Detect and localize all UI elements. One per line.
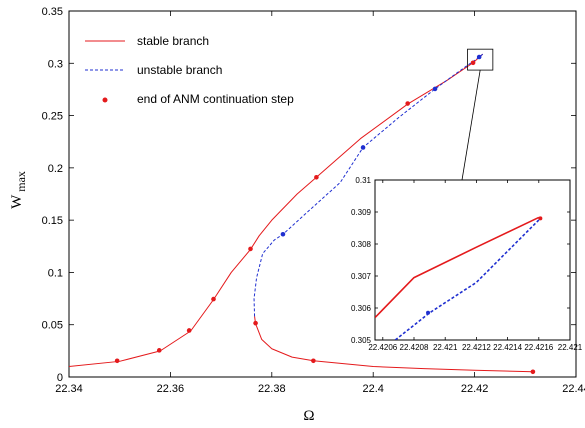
- main-stable-step-point: [470, 60, 476, 66]
- inset-x-tick-label: 22.421: [558, 343, 583, 352]
- main-stable-step-point: [186, 328, 192, 333]
- main-y-tick-label: 0: [57, 372, 63, 384]
- inset-x-tick-label: 22.4206: [368, 343, 397, 352]
- inset-plot: 22.4206 22.4208 22.421 22.4212 22.4214 22.421…: [351, 176, 583, 352]
- main-series-line-0: [69, 53, 484, 368]
- inset-y-tick-label: 0.309: [351, 208, 372, 217]
- main-stable-step-point: [311, 358, 316, 364]
- inset-series-line-1: [394, 219, 540, 340]
- main-x-tick-label: 22.38: [258, 383, 286, 395]
- legend: stable branch unstable branch end of ANM c…: [85, 34, 294, 106]
- inset-y-tick-label: 0.31: [355, 176, 371, 185]
- main-x-tick-label: 22.4: [362, 383, 383, 395]
- main-stable-step-point: [253, 320, 258, 326]
- main-unstable-step-point: [280, 231, 286, 237]
- main-series-line-2: [253, 53, 484, 317]
- main-stable-step-point: [211, 296, 216, 302]
- main-unstable-step-point: [476, 54, 482, 60]
- legend-label: unstable branch: [137, 63, 222, 77]
- main-x-tick-label: 22.36: [157, 383, 185, 395]
- main-stable-step-point: [114, 358, 120, 364]
- inset-unstable-step-point: [426, 310, 431, 315]
- legend-label: stable branch: [137, 34, 209, 48]
- legend-swatch-point: [102, 97, 108, 103]
- main-x-tick-label: 22.44: [562, 383, 585, 395]
- main-stable-step-point: [156, 348, 162, 353]
- inset-stable-step-point: [538, 216, 543, 221]
- y-axis-label-main: W: [9, 194, 25, 209]
- inset-x-tick-label: 22.4214: [493, 343, 522, 352]
- main-y-tick-label: 0.15: [42, 215, 63, 227]
- main-x-tick-label: 22.34: [55, 383, 83, 395]
- y-axis-label-sub: max: [14, 171, 28, 192]
- inset-y-tick-label: 0.306: [351, 304, 372, 313]
- main-y-tick-label: 0.05: [42, 320, 63, 332]
- legend-label: end of ANM continuation step: [137, 92, 294, 106]
- svg-text:Wmax: Wmax: [9, 171, 28, 209]
- x-axis-label: Ω: [303, 408, 314, 424]
- inset-series-line-0: [375, 216, 540, 319]
- main-stable-step-point: [405, 101, 410, 106]
- main-y-tick-label: 0.1: [48, 267, 63, 279]
- inset-y-tick-label: 0.308: [351, 240, 372, 249]
- inset-plot-frame: [374, 179, 571, 341]
- main-stable-step-point: [530, 369, 536, 375]
- main-y-tick-label: 0.2: [48, 163, 63, 175]
- main-stable-step-point: [314, 174, 319, 180]
- inset-y-tick-label: 0.307: [351, 272, 372, 281]
- main-x-tick-label: 22.42: [461, 383, 489, 395]
- y-axis-label: Wmax: [9, 171, 28, 209]
- inset-x-tick-label: 22.421: [433, 343, 458, 352]
- main-series-line-1: [254, 316, 533, 373]
- main-unstable-step-point: [432, 86, 438, 92]
- main-unstable-step-point: [360, 145, 366, 150]
- zoom-connector: [461, 70, 481, 181]
- inset-x-tick-label: 22.4208: [400, 343, 429, 352]
- inset-x-tick-label: 22.4212: [462, 343, 491, 352]
- main-y-tick-label: 0.35: [42, 6, 63, 18]
- inset-x-tick-label: 22.4216: [524, 343, 553, 352]
- main-y-tick-label: 0.3: [48, 58, 63, 70]
- main-stable-step-point: [248, 246, 253, 252]
- main-y-tick-label: 0.25: [42, 111, 63, 123]
- inset-y-tick-label: 0.305: [351, 336, 372, 345]
